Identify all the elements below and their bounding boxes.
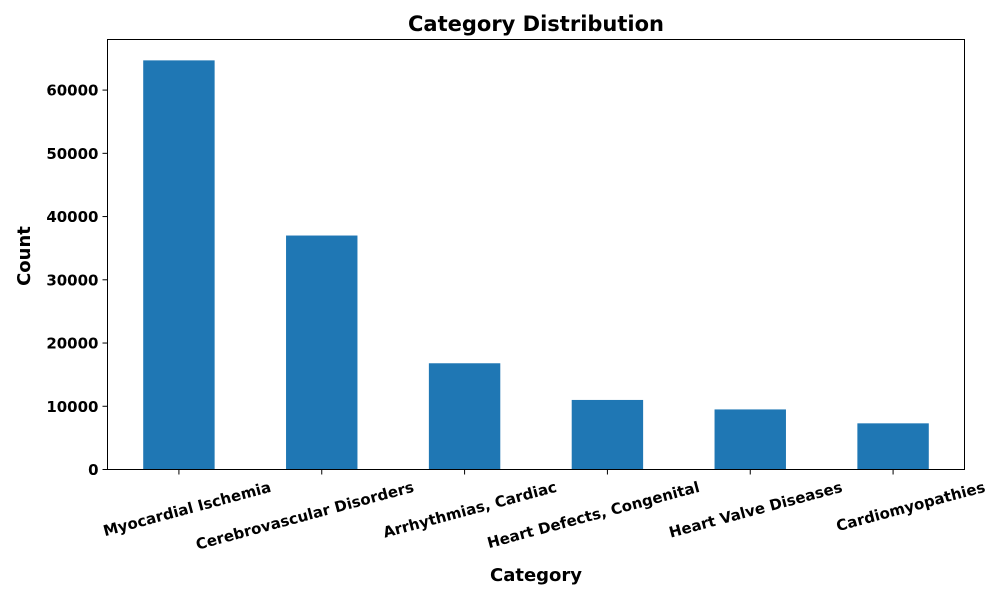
- x-tick-label: Cardiomyopathies: [834, 478, 987, 535]
- y-tick-label: 10000: [46, 398, 98, 416]
- chart-title: Category Distribution: [408, 12, 664, 36]
- bar-2: [428, 363, 501, 470]
- x-axis-label: Category: [490, 565, 582, 586]
- bars-group: [143, 60, 929, 470]
- y-tick-label: 30000: [46, 271, 98, 289]
- y-tick-label: 50000: [46, 145, 98, 163]
- bar-4: [714, 409, 786, 470]
- plot-area-frame: [107, 39, 965, 470]
- bar-0: [143, 60, 215, 470]
- y-tick-label: 40000: [46, 208, 98, 226]
- bar-1: [286, 235, 358, 470]
- bar-5: [857, 423, 929, 470]
- y-tick-label: 0: [88, 461, 98, 479]
- y-axis-label: Count: [14, 226, 35, 286]
- y-tick-label: 20000: [46, 335, 98, 353]
- y-axis: 0 10000 20000 30000 40000 50000 60000: [46, 82, 108, 479]
- y-tick-label: 60000: [46, 82, 98, 100]
- bar-3: [571, 399, 644, 470]
